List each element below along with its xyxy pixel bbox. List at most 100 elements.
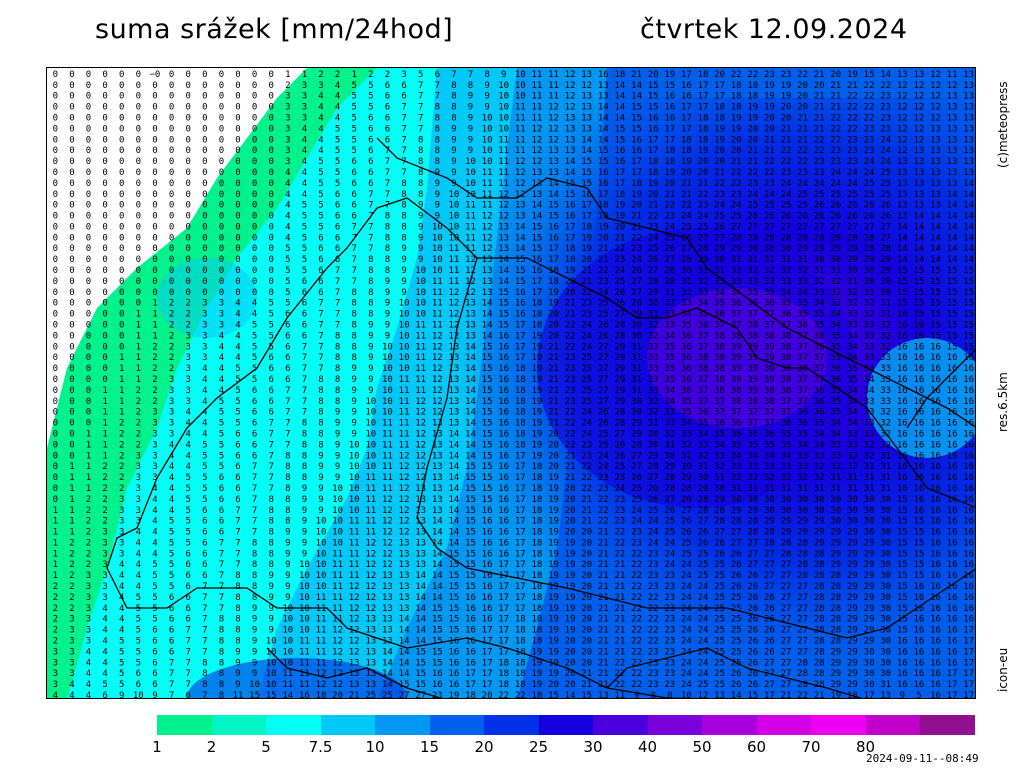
precipitation-map[interactable]: 0 0 0 0 0 0 −0 0 0 0 0 0 0 0 1 1 2 2 1 2 2 3 5 6 7 7 8 9 10 11 11 12 13 1… [46,67,976,699]
grid-value: 26 [714,222,725,232]
grid-value: 17 [963,691,974,699]
grid-value: 5 [368,92,373,102]
grid-value: 16 [448,658,459,668]
grid-value: 21 [614,604,625,614]
grid-value: 8 [202,680,207,690]
grid-value: 20 [482,691,493,699]
grid-value: 24 [648,528,659,538]
grid-value: 21 [598,549,609,559]
grid-value: 19 [531,647,542,657]
grid-value: 16 [930,560,941,570]
grid-value: 0 [102,310,107,320]
grid-value: 2 [102,462,107,472]
grid-value: 6 [202,538,207,548]
grid-value: 22 [565,440,576,450]
grid-value: 24 [581,430,592,440]
grid-value: 11 [415,364,426,374]
grid-value: 4 [202,430,207,440]
grid-value: 23 [581,440,592,450]
grid-value: 13 [897,168,908,178]
grid-value: 16 [913,484,924,494]
grid-value: 0 [252,70,257,80]
grid-value: 12 [382,549,393,559]
grid-value: 23 [648,647,659,657]
grid-value: 29 [847,571,858,581]
grid-value: 37 [797,331,808,341]
grid-value: 35 [830,408,841,418]
grid-value: 20 [565,506,576,516]
grid-value: 32 [781,473,792,483]
grid-value: 12 [382,517,393,527]
grid-value: 10 [316,517,327,527]
grid-value: 33 [847,430,858,440]
grid-value: 8 [302,462,307,472]
grid-value: 26 [681,233,692,243]
grid-value: 33 [648,353,659,363]
grid-value: 33 [880,364,891,374]
grid-value: 0 [185,114,190,124]
grid-value: 8 [302,440,307,450]
grid-value: 20 [581,582,592,592]
grid-value: 18 [498,669,509,679]
grid-value: 2 [86,495,91,505]
grid-value: 0 [102,114,107,124]
grid-value: 11 [531,70,542,80]
grid-value: 10 [299,560,310,570]
grid-value: 4 [102,647,107,657]
grid-value: 15 [465,484,476,494]
grid-value: 10 [415,277,426,287]
grid-value: 1 [86,473,91,483]
grid-value: 7 [202,647,207,657]
grid-value: 0 [119,92,124,102]
grid-value: 0 [252,255,257,265]
grid-value: 11 [465,233,476,243]
grid-value: 8 [219,647,224,657]
grid-value: 16 [498,484,509,494]
grid-value: 20 [714,70,725,80]
grid-value: 23 [648,549,659,559]
grid-value: 25 [581,397,592,407]
grid-value: 0 [268,146,273,156]
grid-value: 7 [385,201,390,211]
grid-value: 8 [351,342,356,352]
grid-value: 12 [415,408,426,418]
grid-value: 16 [913,669,924,679]
legend-label: 30 [583,738,603,756]
grid-value: 7 [368,190,373,200]
grid-value: 1 [53,528,58,538]
grid-value: 33 [797,462,808,472]
grid-value: 19 [565,560,576,570]
grid-value: 10 [299,571,310,581]
grid-value: 29 [814,538,825,548]
grid-value: 26 [614,299,625,309]
grid-value: 16 [930,571,941,581]
grid-value: 7 [252,495,257,505]
grid-value: 8 [435,157,440,167]
grid-value: 33 [648,342,659,352]
grid-value: 0 [86,212,91,222]
grid-value: 12 [465,277,476,287]
grid-value: 34 [830,430,841,440]
grid-value: 22 [847,124,858,134]
grid-value: 28 [797,571,808,581]
grid-value: 19 [781,81,792,91]
grid-value: 7 [185,626,190,636]
grid-value: 25 [797,201,808,211]
grid-value: 14 [399,669,410,679]
grid-value: 26 [698,528,709,538]
grid-value: 14 [531,201,542,211]
grid-value: 7 [418,114,423,124]
grid-value: 19 [664,168,675,178]
grid-value: 6 [152,626,157,636]
grid-value: 38 [781,353,792,363]
grid-value: 14 [614,114,625,124]
grid-value: 13 [947,135,958,145]
grid-value: 14 [913,244,924,254]
grid-value: 39 [731,375,742,385]
grid-value: 37 [797,397,808,407]
grid-value: 8 [435,114,440,124]
grid-value: 19 [531,386,542,396]
grid-value: 0 [86,408,91,418]
grid-value: 11 [382,462,393,472]
grid-value: 33 [847,310,858,320]
